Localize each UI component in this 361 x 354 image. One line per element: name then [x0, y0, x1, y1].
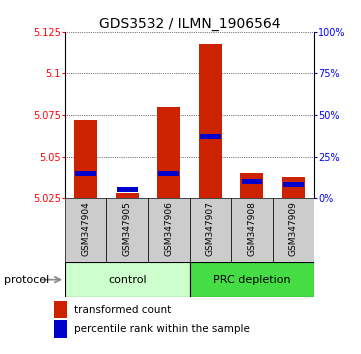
Text: GSM347905: GSM347905 [123, 201, 132, 256]
Bar [240, 173, 263, 198]
Bar [116, 193, 139, 198]
Text: GSM347908: GSM347908 [247, 201, 256, 256]
Bar [65, 262, 190, 297]
Bar [148, 198, 190, 262]
Bar [200, 134, 221, 139]
Text: transformed count: transformed count [74, 305, 171, 315]
Bar [117, 187, 138, 193]
Title: GDS3532 / ILMN_1906564: GDS3532 / ILMN_1906564 [99, 17, 280, 31]
Bar [199, 44, 222, 198]
Bar [54, 301, 67, 319]
Text: GSM347906: GSM347906 [164, 201, 173, 256]
Bar [158, 171, 179, 176]
Bar [54, 320, 67, 338]
Bar [157, 107, 180, 198]
Bar [65, 198, 106, 262]
Bar [231, 198, 273, 262]
Text: percentile rank within the sample: percentile rank within the sample [74, 324, 250, 334]
Text: GSM347907: GSM347907 [206, 201, 215, 256]
Text: GSM347909: GSM347909 [289, 201, 298, 256]
Bar [282, 177, 305, 198]
Bar [106, 198, 148, 262]
Text: GSM347904: GSM347904 [81, 201, 90, 256]
Text: PRC depletion: PRC depletion [213, 275, 291, 285]
Text: protocol: protocol [4, 275, 49, 285]
Bar [75, 171, 96, 176]
Bar [74, 120, 97, 198]
Bar [190, 262, 314, 297]
Text: control: control [108, 275, 147, 285]
Bar [273, 198, 314, 262]
Bar [283, 182, 304, 187]
Bar [190, 198, 231, 262]
Bar [242, 179, 262, 184]
